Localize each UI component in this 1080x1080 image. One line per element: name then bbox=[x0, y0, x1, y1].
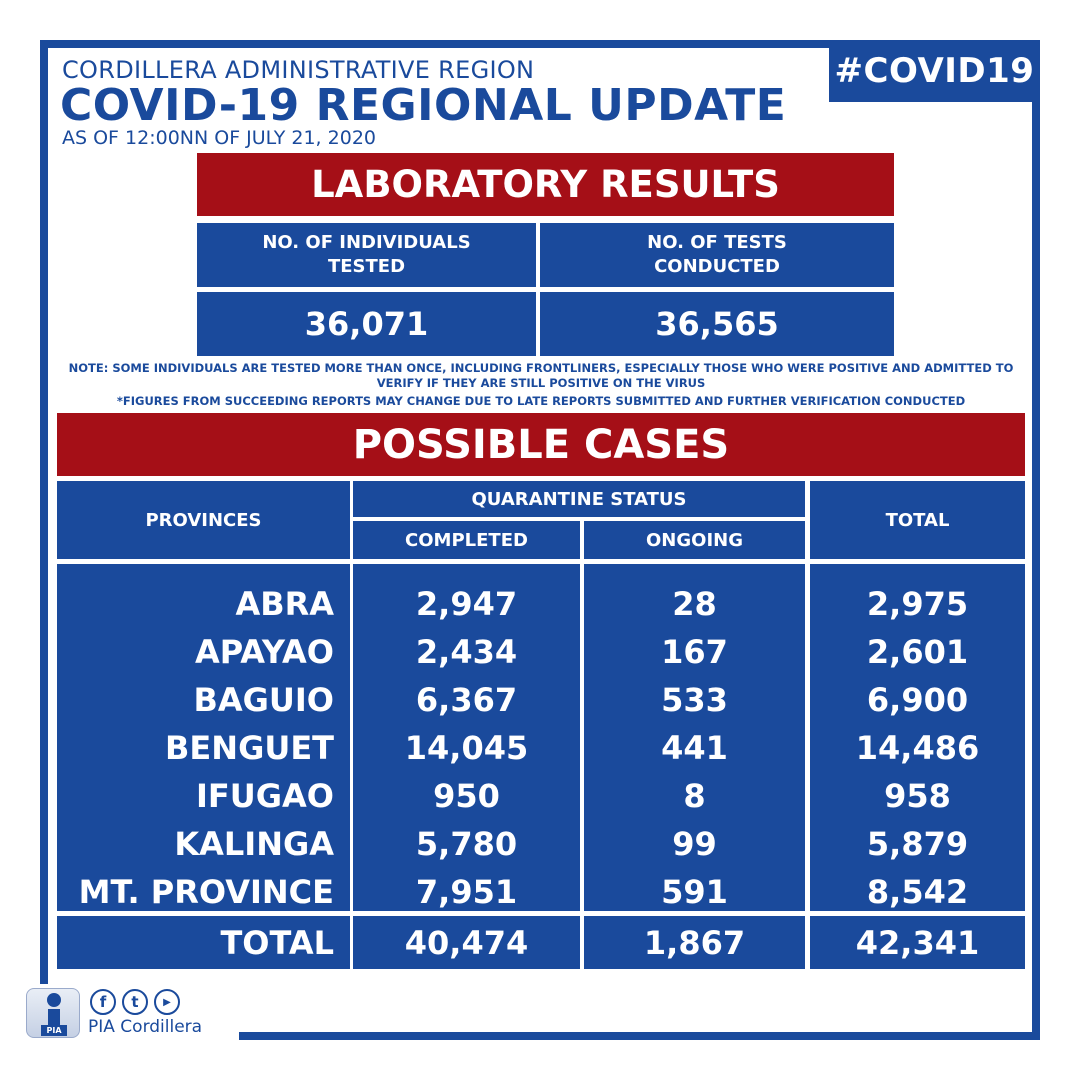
completed-value: 2,434 bbox=[415, 633, 518, 671]
ongoing-value: 533 bbox=[661, 681, 728, 719]
total-completed: 40,474 bbox=[353, 916, 580, 969]
individuals-tested-label: NO. OF INDIVIDUALS TESTED bbox=[197, 223, 536, 287]
pia-cordillera-label: PIA Cordillera bbox=[88, 1017, 203, 1037]
province-name: ABRA bbox=[235, 585, 334, 623]
ongoing-column: 28 167 533 441 8 99 591 bbox=[584, 564, 805, 911]
total-value: 2,601 bbox=[866, 633, 969, 671]
total-value: 8,542 bbox=[866, 873, 969, 911]
note-figures-may-change: *FIGURES FROM SUCCEEDING REPORTS MAY CHA… bbox=[116, 394, 966, 408]
ongoing-value: 8 bbox=[683, 777, 706, 815]
header-completed: COMPLETED bbox=[353, 521, 580, 559]
total-ongoing: 1,867 bbox=[584, 916, 805, 969]
completed-value: 2,947 bbox=[415, 585, 518, 623]
province-name: IFUGAO bbox=[196, 777, 334, 815]
tests-conducted-label: NO. OF TESTS CONDUCTED bbox=[540, 223, 894, 287]
total-column: 2,975 2,601 6,900 14,486 958 5,879 8,542 bbox=[810, 564, 1025, 911]
total-value: 958 bbox=[884, 777, 951, 815]
completed-value: 6,367 bbox=[415, 681, 518, 719]
twitter-icon[interactable]: t bbox=[122, 989, 148, 1015]
possible-cases-title: POSSIBLE CASES bbox=[57, 413, 1025, 476]
pia-logo-icon: PIA bbox=[26, 988, 80, 1038]
note-retesting: NOTE: SOME INDIVIDUALS ARE TESTED MORE T… bbox=[68, 361, 1014, 390]
province-name: APAYAO bbox=[194, 633, 334, 671]
province-name: MT. PROVINCE bbox=[78, 873, 334, 911]
header-quarantine-status: QUARANTINE STATUS bbox=[353, 481, 805, 517]
lab-results-title: LABORATORY RESULTS bbox=[197, 153, 894, 216]
province-name: KALINGA bbox=[174, 825, 334, 863]
total-value: 14,486 bbox=[855, 729, 980, 767]
ongoing-value: 99 bbox=[672, 825, 717, 863]
hashtag-badge: #COVID19 bbox=[829, 40, 1040, 102]
as-of-date: AS OF 12:00NN OF JULY 21, 2020 bbox=[62, 127, 376, 149]
total-value: 5,879 bbox=[866, 825, 969, 863]
provinces-column: ABRA APAYAO BAGUIO BENGUET IFUGAO KALING… bbox=[57, 564, 350, 911]
page-title: COVID-19 REGIONAL UPDATE bbox=[60, 80, 787, 131]
total-value: 6,900 bbox=[866, 681, 969, 719]
ongoing-value: 28 bbox=[672, 585, 717, 623]
completed-value: 14,045 bbox=[404, 729, 529, 767]
completed-value: 7,951 bbox=[415, 873, 518, 911]
header-provinces: PROVINCES bbox=[57, 481, 350, 559]
total-value: 2,975 bbox=[866, 585, 969, 623]
individuals-tested-value: 36,071 bbox=[197, 292, 536, 356]
ongoing-value: 441 bbox=[661, 729, 728, 767]
facebook-icon[interactable]: f bbox=[90, 989, 116, 1015]
completed-value: 5,780 bbox=[415, 825, 518, 863]
header-ongoing: ONGOING bbox=[584, 521, 805, 559]
ongoing-value: 591 bbox=[661, 873, 728, 911]
completed-column: 2,947 2,434 6,367 14,045 950 5,780 7,951 bbox=[353, 564, 580, 911]
province-name: BAGUIO bbox=[193, 681, 334, 719]
youtube-icon[interactable]: ▶ bbox=[154, 989, 180, 1015]
region-label: CORDILLERA ADMINISTRATIVE REGION bbox=[62, 56, 535, 84]
total-row-label: TOTAL bbox=[57, 916, 350, 969]
total-overall: 42,341 bbox=[810, 916, 1025, 969]
province-name: BENGUET bbox=[165, 729, 334, 767]
header-total: TOTAL bbox=[810, 481, 1025, 559]
ongoing-value: 167 bbox=[661, 633, 728, 671]
pia-logo-text: PIA bbox=[41, 1025, 67, 1036]
tests-conducted-value: 36,565 bbox=[540, 292, 894, 356]
completed-value: 950 bbox=[433, 777, 500, 815]
